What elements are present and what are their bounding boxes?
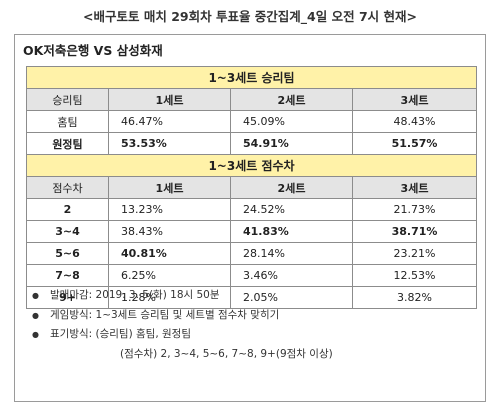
- table-row: 2 13.23% 24.52% 21.73%: [26, 198, 478, 221]
- list-item: ● 게임방식: 1~3세트 승리팀 및 세트별 점수차 맞히기: [32, 306, 333, 326]
- bullet-icon: ●: [32, 330, 39, 339]
- table-row: 3~4 38.43% 41.83% 38.71%: [26, 220, 478, 243]
- bullet-icon: ●: [32, 310, 39, 320]
- cell-value: 6.25%: [108, 264, 231, 287]
- list-item: ● 발매마감: 2019. 3. 5(화) 18시 50분: [32, 286, 333, 306]
- cell-value: 48.43%: [351, 110, 478, 133]
- cell-value: 1.28%: [108, 286, 231, 309]
- method-note: 게임방식: 1~3세트 승리팀 및 세트별 점수차 맞히기: [50, 308, 280, 321]
- table-row: 5~6 40.81% 28.14% 23.21%: [26, 242, 478, 265]
- list-item: ● 표기방식: (승리팀) 홈팀, 원정팀: [32, 325, 333, 345]
- bullet-icon: ●: [32, 291, 39, 300]
- column-header: 승리팀: [26, 88, 109, 111]
- column-header: 2세트: [230, 88, 353, 111]
- vote-rate-panel: OK저축은행 VS 삼성화재 1~3세트 승리팀 승리팀 1세트 2세트 3세트…: [14, 34, 486, 402]
- table-row: 7~8 6.25% 3.46% 12.53%: [26, 264, 478, 287]
- column-header: 점수차: [26, 176, 109, 199]
- section-winner-title: 1~3세트 승리팀: [25, 66, 478, 89]
- cell-value: 28.14%: [230, 242, 353, 265]
- column-header: 1세트: [108, 88, 231, 111]
- cell-value: 38.71%: [351, 220, 478, 243]
- cell-value: 12.53%: [351, 264, 478, 287]
- notes-list: ● 발매마감: 2019. 3. 5(화) 18시 50분 ● 게임방식: 1~…: [32, 286, 333, 364]
- cell-value: 21.73%: [351, 198, 478, 221]
- cell-value: 51.57%: [351, 132, 478, 155]
- row-label: 원정팀: [26, 132, 109, 155]
- cell-value: 23.21%: [351, 242, 478, 265]
- row-label: 홈팀: [26, 110, 109, 133]
- vote-rate-table: 1~3세트 승리팀 승리팀 1세트 2세트 3세트 홈팀 46.47% 45.0…: [25, 66, 478, 309]
- cell-value: 40.81%: [108, 242, 231, 265]
- column-header: 3세트: [351, 88, 478, 111]
- cell-value: 54.91%: [230, 132, 353, 155]
- cell-value: 3.82%: [351, 286, 478, 309]
- cell-value: 45.09%: [230, 110, 353, 133]
- section-title-row: 1~3세트 승리팀: [25, 66, 478, 89]
- display-note: 표기방식: (승리팀) 홈팀, 원정팀: [50, 328, 192, 340]
- row-label: 7~8: [26, 264, 109, 287]
- cell-value: 3.46%: [230, 264, 353, 287]
- row-label: 2: [26, 198, 109, 221]
- table-row: 홈팀 46.47% 45.09% 48.43%: [26, 110, 478, 133]
- section-title-row: 1~3세트 점수차: [25, 154, 478, 177]
- row-label: 5~6: [26, 242, 109, 265]
- cell-value: 24.52%: [230, 198, 353, 221]
- cell-value: 41.83%: [230, 220, 353, 243]
- table-row: 9+ 1.28% 2.05% 3.82%: [26, 286, 478, 309]
- column-header: 1세트: [108, 176, 231, 199]
- table-row: 원정팀 53.53% 54.91% 51.57%: [26, 132, 478, 155]
- match-title: OK저축은행 VS 삼성화재: [23, 43, 163, 58]
- column-header: 3세트: [351, 176, 478, 199]
- row-label: 3~4: [26, 220, 109, 243]
- cell-value: 46.47%: [108, 110, 231, 133]
- deadline-note: 발매마감: 2019. 3. 5(화) 18시 50분: [50, 289, 220, 301]
- list-item: (점수차) 2, 3~4, 5~6, 7~8, 9+(9점차 이상): [32, 345, 333, 365]
- table-header-row: 승리팀 1세트 2세트 3세트: [26, 88, 478, 111]
- cell-value: 53.53%: [108, 132, 231, 155]
- display-note-sub: (점수차) 2, 3~4, 5~6, 7~8, 9+(9점차 이상): [120, 347, 333, 360]
- table-header-row: 점수차 1세트 2세트 3세트: [26, 176, 478, 199]
- column-header: 2세트: [230, 176, 353, 199]
- cell-value: 38.43%: [108, 220, 231, 243]
- section-score-title: 1~3세트 점수차: [25, 154, 478, 177]
- cell-value: 2.05%: [230, 286, 353, 309]
- cell-value: 13.23%: [108, 198, 231, 221]
- page-title: <배구토토 매치 29회차 투표율 중간집계_4일 오전 7시 현재>: [83, 9, 417, 24]
